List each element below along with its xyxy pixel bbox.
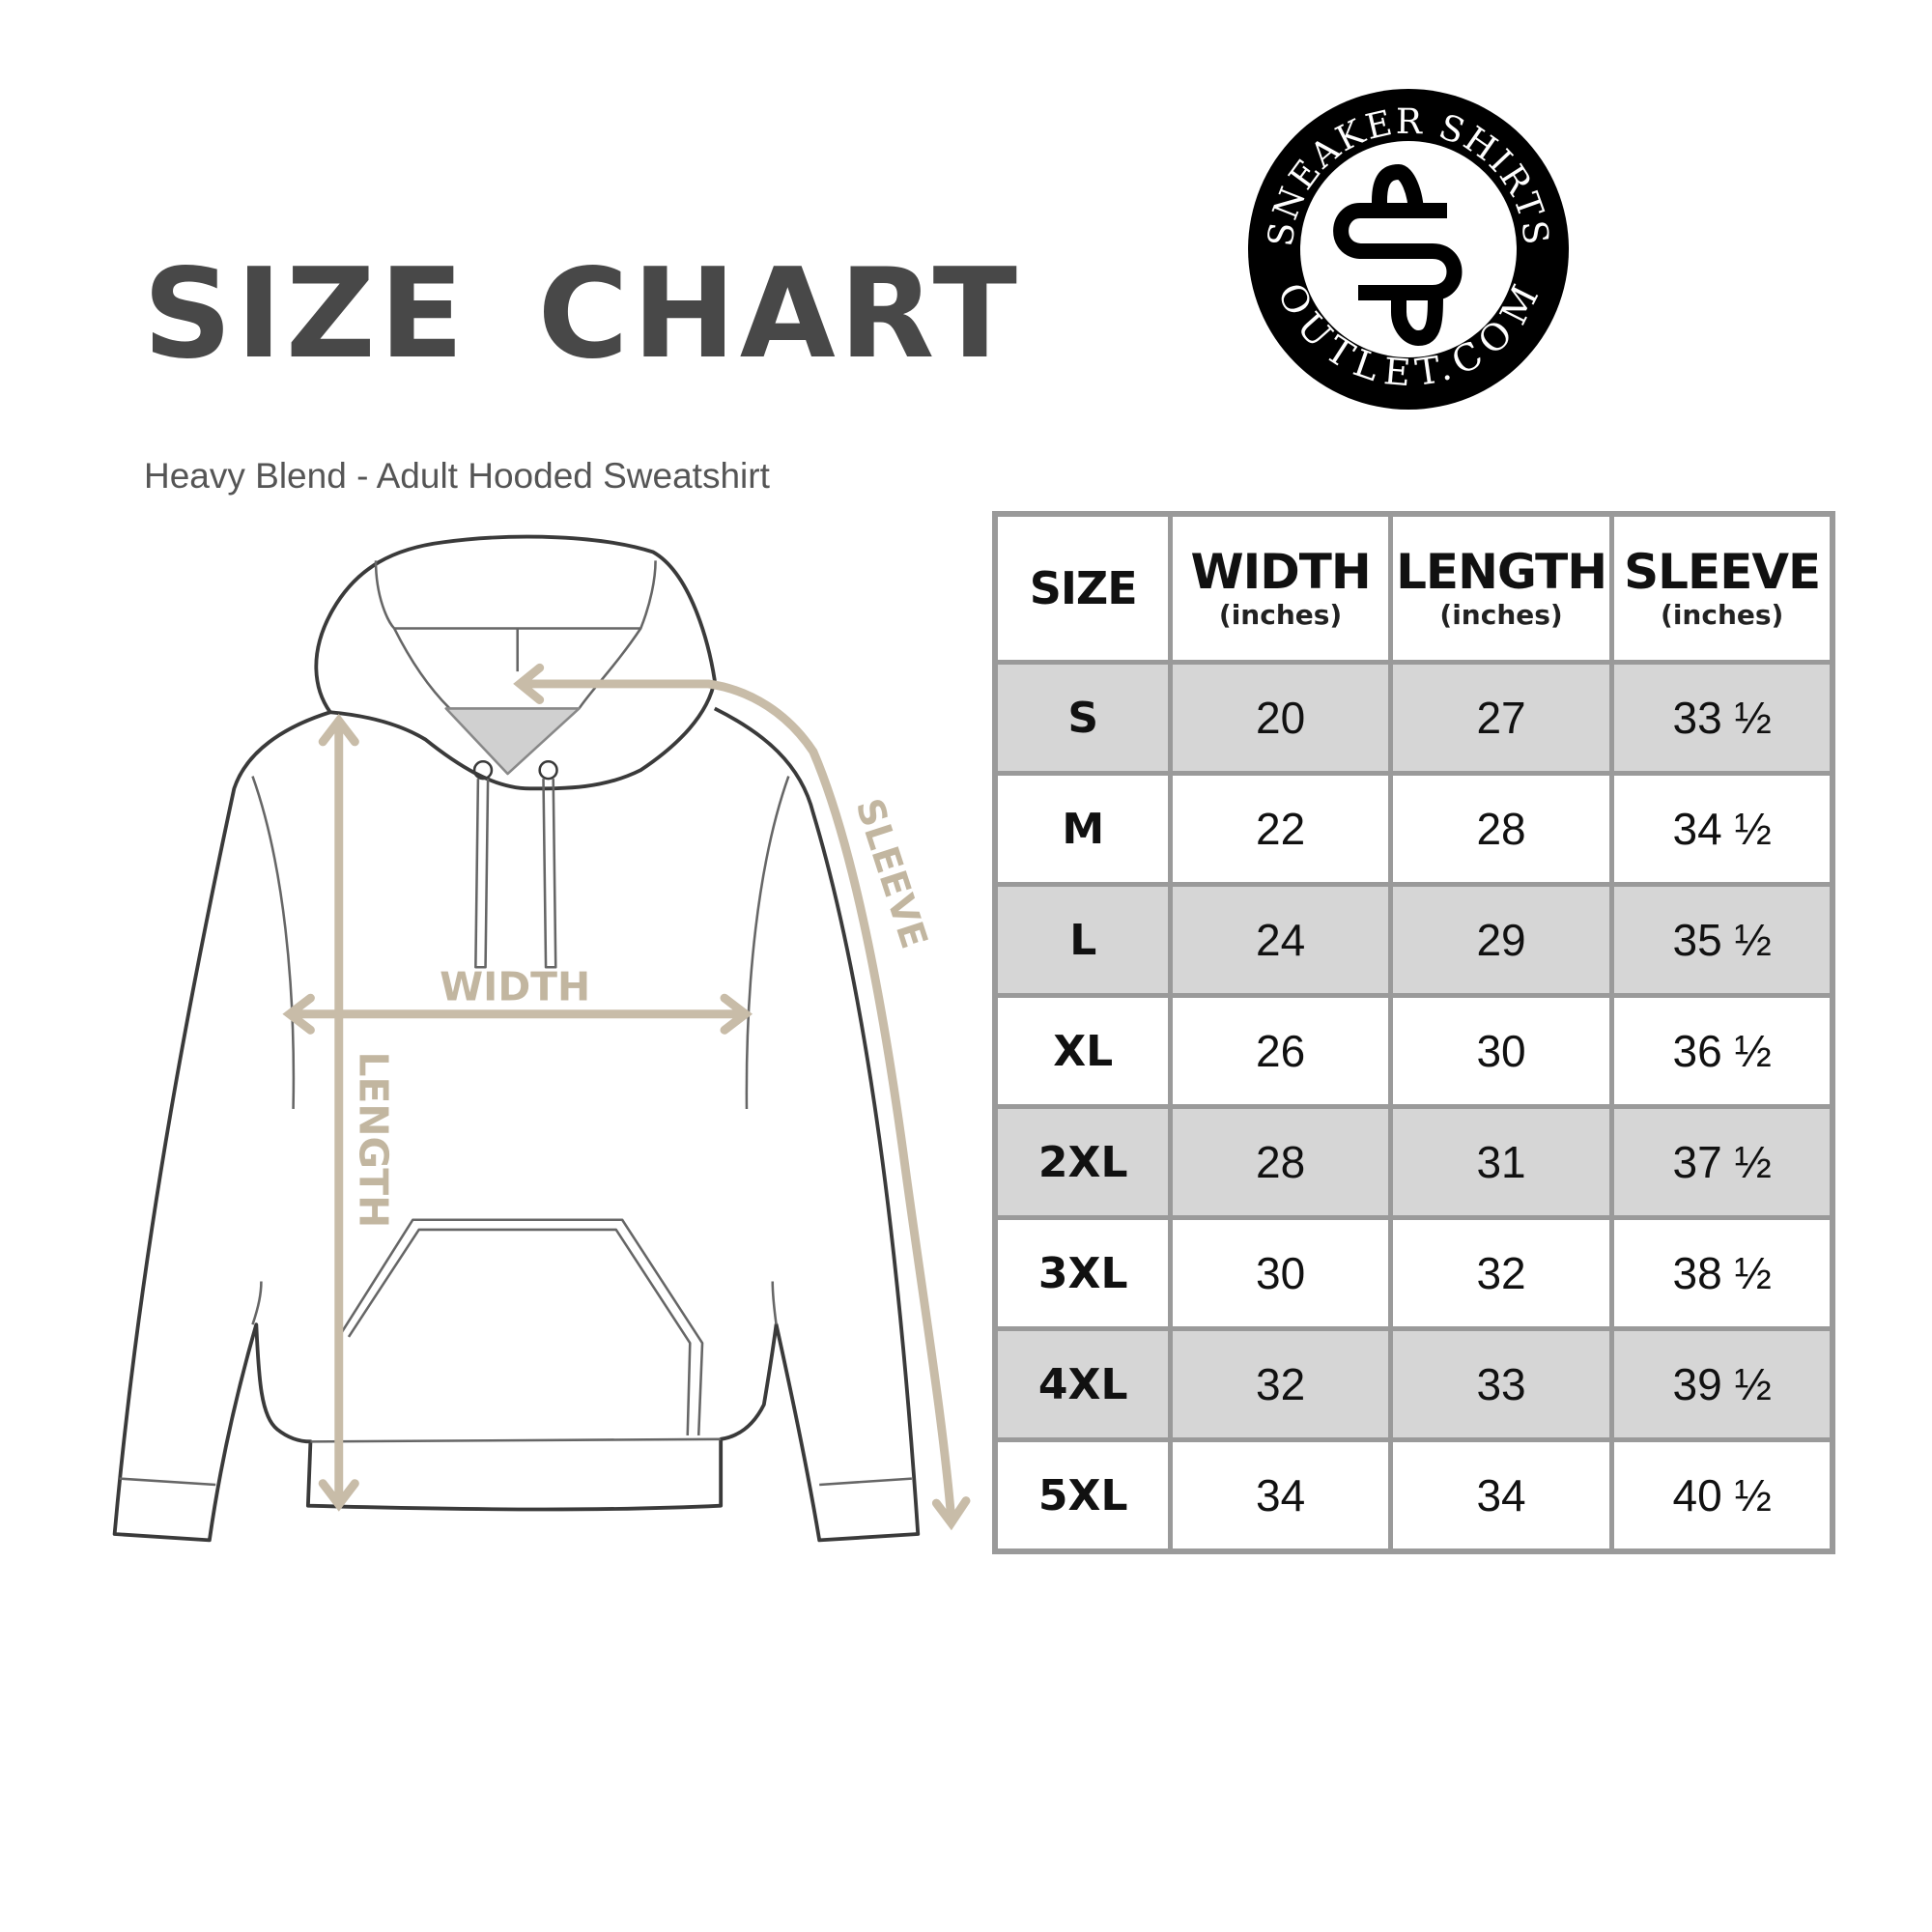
table-row: 2XL 28 31 37 ½: [992, 1104, 1835, 1220]
table-row: 5XL 34 34 40 ½: [992, 1437, 1835, 1554]
product-subtitle: Heavy Blend - Adult Hooded Sweatshirt: [144, 456, 770, 496]
length-cell: 34: [1387, 1437, 1615, 1554]
table-header: SIZE WIDTH (inches) LENGTH (inches) SLEEVE…: [992, 511, 1835, 665]
sleeve-cell: 37 ½: [1609, 1104, 1835, 1220]
width-cell: 22: [1168, 771, 1393, 887]
table-row: M 22 28 34 ½: [992, 771, 1835, 887]
length-cell: 29: [1387, 882, 1615, 998]
length-cell: 33: [1387, 1326, 1615, 1442]
size-cell: 2XL: [992, 1104, 1174, 1220]
table-row: 4XL 32 33 39 ½: [992, 1326, 1835, 1442]
header-label: SIZE: [1029, 562, 1138, 614]
size-cell: L: [992, 882, 1174, 998]
header-unit: (inches): [1661, 599, 1784, 631]
measure-arrows: [282, 663, 971, 1531]
sleeve-cell: 39 ½: [1609, 1326, 1835, 1442]
sleeve-cell: 36 ½: [1609, 993, 1835, 1109]
length-cell: 32: [1387, 1215, 1615, 1331]
sleeve-cell: 34 ½: [1609, 771, 1835, 887]
table-row: L 24 29 35 ½: [992, 882, 1835, 998]
sleeve-label: SLEEVE: [846, 793, 935, 953]
size-cell: M: [992, 771, 1174, 887]
sleeve-cell: 33 ½: [1609, 660, 1835, 776]
width-cell: 34: [1168, 1437, 1393, 1554]
header-unit: (inches): [1439, 599, 1563, 631]
width-label: WIDTH: [440, 964, 590, 1010]
length-arrow: [318, 713, 359, 1512]
length-label: LENGTH: [350, 1051, 396, 1228]
size-cell: 5XL: [992, 1437, 1174, 1554]
header-label: WIDTH: [1190, 544, 1371, 600]
size-cell: S: [992, 660, 1174, 776]
length-cell: 31: [1387, 1104, 1615, 1220]
sleeve-cell: 40 ½: [1609, 1437, 1835, 1554]
header-label: LENGTH: [1396, 544, 1607, 600]
length-cell: 30: [1387, 993, 1615, 1109]
length-cell: 27: [1387, 660, 1615, 776]
table-row: S 20 27 33 ½: [992, 660, 1835, 776]
width-cell: 28: [1168, 1104, 1393, 1220]
width-cell: 20: [1168, 660, 1393, 776]
header-unit: (inches): [1218, 599, 1343, 631]
length-cell: 28: [1387, 771, 1615, 887]
width-cell: 32: [1168, 1326, 1393, 1442]
width-cell: 24: [1168, 882, 1393, 998]
size-cell: XL: [992, 993, 1174, 1109]
logo-monogram: [1333, 163, 1463, 347]
header-sleeve: SLEEVE (inches): [1609, 511, 1835, 665]
width-arrow: [282, 993, 753, 1035]
table-row: 3XL 30 32 38 ½: [992, 1215, 1835, 1331]
page-title: SIZE CHART: [143, 242, 1021, 386]
size-cell: 3XL: [992, 1215, 1174, 1331]
brand-logo: SNEAKER SHIRTS OUTLET.COM: [1248, 89, 1569, 410]
header-length: LENGTH (inches): [1387, 511, 1615, 665]
header-label: SLEEVE: [1624, 544, 1821, 600]
size-cell: 4XL: [992, 1326, 1174, 1442]
sleeve-arrow: [513, 663, 971, 1531]
header-size: SIZE: [992, 511, 1174, 665]
width-cell: 30: [1168, 1215, 1393, 1331]
sleeve-cell: 38 ½: [1609, 1215, 1835, 1331]
header-width: WIDTH (inches): [1168, 511, 1393, 665]
table-row: XL 26 30 36 ½: [992, 993, 1835, 1109]
hoodie-outline: [112, 534, 921, 1543]
width-cell: 26: [1168, 993, 1393, 1109]
sleeve-cell: 35 ½: [1609, 882, 1835, 998]
size-table: SIZE WIDTH (inches) LENGTH (inches) SLEEVE…: [992, 511, 1835, 1554]
